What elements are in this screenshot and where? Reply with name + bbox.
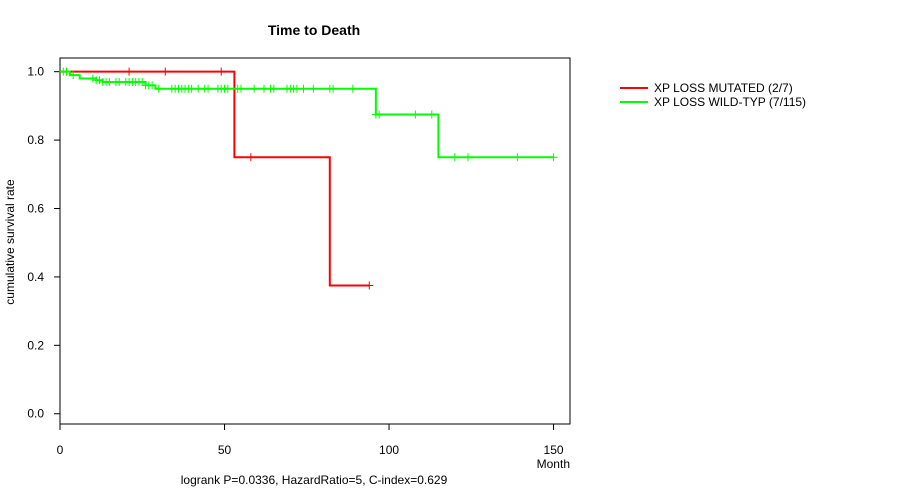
y-axis: 0.0 0.2 0.4 0.6 0.8 1.0 — [27, 65, 60, 421]
legend-label: XP LOSS WILD-TYP (7/115) — [654, 95, 806, 109]
censor-mark — [250, 84, 259, 93]
censor-mark — [204, 84, 213, 93]
survival-curve — [60, 70, 370, 287]
censor-mark — [269, 84, 278, 93]
x-tick-label: 50 — [218, 443, 232, 457]
y-tick-label: 0.2 — [27, 338, 44, 352]
censor-mark — [450, 153, 459, 162]
stats-footnote: logrank P=0.0336, HazardRatio=5, C-index… — [181, 473, 448, 487]
censor-mark — [223, 84, 232, 93]
censor-mark — [464, 153, 472, 162]
censor-mark — [217, 67, 226, 76]
censor-mark — [236, 84, 245, 93]
censor-mark — [375, 110, 384, 119]
y-tick-label: 0.6 — [27, 202, 44, 216]
censor-mark — [329, 84, 338, 93]
censor-mark — [148, 81, 157, 90]
y-tick-label: 1.0 — [27, 65, 44, 79]
censor-mark — [138, 77, 147, 86]
x-tick-label: 0 — [57, 443, 64, 457]
series-mutated — [60, 67, 374, 290]
censor-mark — [69, 71, 78, 80]
x-tick-label: 100 — [379, 443, 399, 457]
survival-curve — [60, 70, 554, 159]
censor-mark — [513, 153, 522, 162]
censor-mark — [309, 84, 318, 93]
censor-mark — [365, 281, 374, 290]
plot-frame — [59, 57, 571, 425]
x-axis: 0 50 100 150 — [57, 424, 564, 457]
y-tick-label: 0.4 — [27, 270, 44, 284]
censor-mark — [427, 110, 436, 119]
censor-mark — [549, 153, 558, 162]
censor-mark — [125, 67, 134, 76]
censor-mark — [348, 84, 357, 93]
x-axis-label: Month — [537, 457, 570, 471]
censor-mark — [154, 84, 163, 93]
y-tick-label: 0.8 — [27, 133, 44, 147]
series-layer — [59, 67, 558, 290]
censor-mark — [62, 67, 71, 76]
y-tick-label: 0.0 — [27, 407, 44, 421]
y-axis-label: cumulative survival rate — [3, 179, 17, 305]
censor-mark — [88, 74, 97, 83]
censor-mark — [299, 84, 308, 93]
x-tick-label: 150 — [544, 443, 564, 457]
series-wild-type — [59, 67, 558, 162]
legend: XP LOSS MUTATED (2/7)XP LOSS WILD-TYP (7… — [620, 81, 806, 109]
chart-title: Time to Death — [268, 22, 360, 38]
legend-label: XP LOSS MUTATED (2/7) — [654, 81, 793, 95]
censor-mark — [95, 76, 104, 85]
censor-mark — [246, 153, 255, 162]
censor-mark — [411, 110, 420, 119]
censor-mark — [161, 67, 170, 76]
